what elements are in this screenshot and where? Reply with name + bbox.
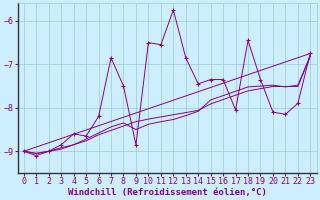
X-axis label: Windchill (Refroidissement éolien,°C): Windchill (Refroidissement éolien,°C) xyxy=(68,188,267,197)
